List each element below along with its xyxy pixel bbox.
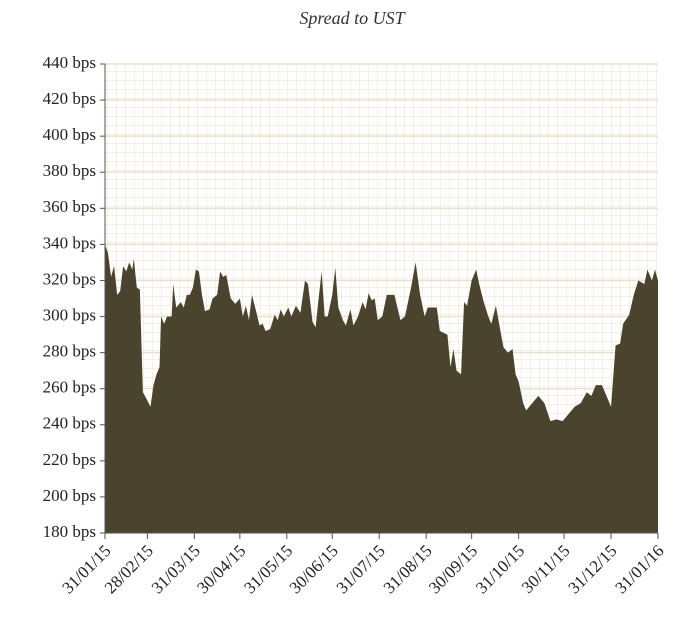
x-tick-label: 30/09/15 [425,541,481,597]
x-tick-label: 30/04/15 [193,541,249,597]
y-tick-label: 240 bps [43,414,96,433]
y-tick-label: 440 bps [43,53,96,72]
area [105,244,658,533]
y-tick-label: 260 bps [43,378,96,397]
x-tick-label: 31/12/15 [564,541,620,597]
x-tick-label: 31/08/15 [380,541,436,597]
x-tick-label: 30/06/15 [286,541,342,597]
y-tick-label: 300 bps [43,305,96,324]
y-tick-label: 380 bps [43,161,96,180]
y-tick-label: 200 bps [43,486,96,505]
x-tick-label: 30/11/15 [518,541,574,597]
y-tick-label: 360 bps [43,197,96,216]
y-tick-label: 400 bps [43,125,96,144]
y-tick-label: 340 bps [43,233,96,252]
y-tick-label: 180 bps [43,522,96,541]
y-tick-label: 320 bps [43,269,96,288]
x-tick-label: 31/01/16 [611,541,667,597]
x-tick-label: 31/05/15 [240,541,296,597]
y-tick-label: 280 bps [43,342,96,361]
x-tick-label: 31/10/15 [472,541,528,597]
y-tick-label: 420 bps [43,89,96,108]
y-tick-label: 220 bps [43,450,96,469]
x-tick-label: 31/03/15 [148,541,204,597]
x-tick-label: 31/07/15 [333,541,389,597]
chart-title: Spread to UST [299,8,406,28]
